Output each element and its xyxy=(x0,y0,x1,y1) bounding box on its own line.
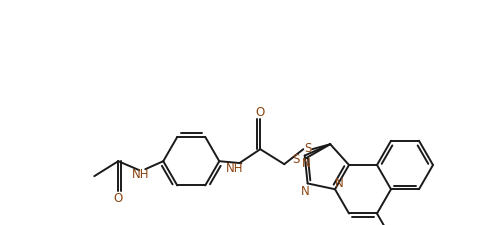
Text: N: N xyxy=(302,157,311,170)
Text: S: S xyxy=(305,142,312,155)
Text: N: N xyxy=(301,185,310,198)
Text: NH: NH xyxy=(131,168,149,181)
Text: O: O xyxy=(114,192,123,205)
Text: O: O xyxy=(255,106,265,119)
Text: N: N xyxy=(334,177,343,190)
Text: NH: NH xyxy=(226,162,243,175)
Text: S: S xyxy=(292,153,299,166)
